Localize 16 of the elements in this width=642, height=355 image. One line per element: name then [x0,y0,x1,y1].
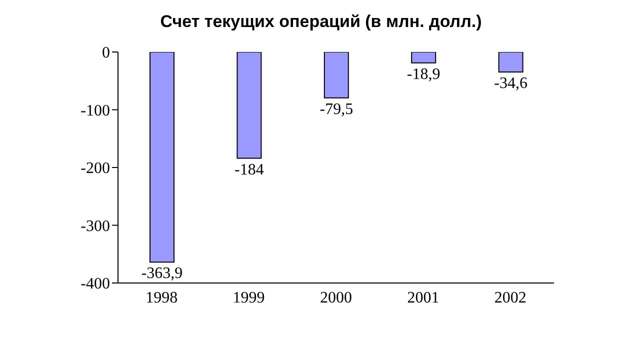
x-tick-label: 2002 [494,289,526,306]
y-tick-label: -100 [80,102,110,120]
x-tick-label: 1999 [232,289,265,306]
x-tick-label: 1998 [146,289,178,306]
y-tick-label: -200 [80,160,110,178]
x-tick-label: 2001 [407,289,440,306]
data-label: -79,5 [320,100,354,118]
y-tick-label: -300 [80,218,110,235]
data-label: -363,9 [141,265,183,282]
x-tick-label: 2000 [320,289,352,306]
chart-title: Счет текущих операций (в млн. долл.) [159,12,483,33]
data-label: -34,6 [494,74,528,92]
data-label: -18,9 [406,66,440,83]
data-label: -184 [234,161,264,178]
y-tick-label: -400 [80,276,110,293]
y-tick-label: 0 [102,44,110,62]
